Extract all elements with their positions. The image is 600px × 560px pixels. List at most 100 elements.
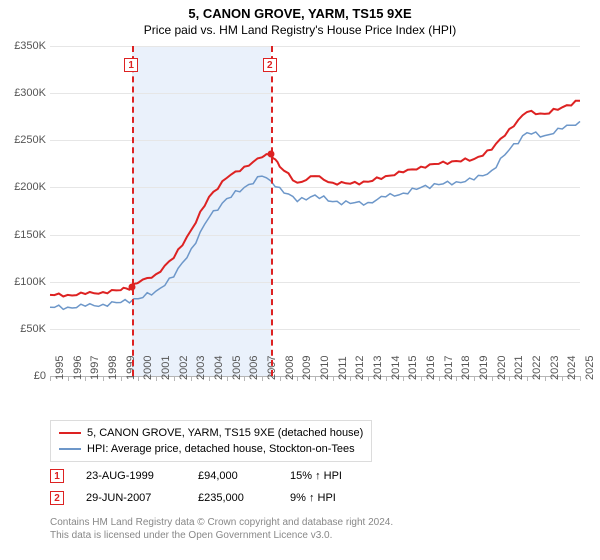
x-tick xyxy=(492,376,493,381)
x-axis-label: 1997 xyxy=(89,356,101,380)
x-tick xyxy=(439,376,440,381)
x-axis-label: 1995 xyxy=(54,356,66,380)
y-axis-label: £150K xyxy=(14,229,46,241)
x-tick xyxy=(545,376,546,381)
x-tick xyxy=(280,376,281,381)
series-line-hpi xyxy=(50,121,580,309)
x-tick xyxy=(368,376,369,381)
x-tick xyxy=(227,376,228,381)
x-axis-label: 2011 xyxy=(337,356,349,380)
x-tick xyxy=(456,376,457,381)
annotation-table: 1 23-AUG-1999 £94,000 15% ↑ HPI 2 29-JUN… xyxy=(50,465,342,509)
x-tick xyxy=(156,376,157,381)
x-axis-label: 2019 xyxy=(478,356,490,380)
x-tick xyxy=(527,376,528,381)
event-marker-flag: 1 xyxy=(124,58,138,72)
x-axis-label: 1996 xyxy=(72,356,84,380)
annotation-row: 1 23-AUG-1999 £94,000 15% ↑ HPI xyxy=(50,465,342,487)
x-axis-label: 2021 xyxy=(513,356,525,380)
x-tick xyxy=(509,376,510,381)
x-axis-label: 2017 xyxy=(443,356,455,380)
x-tick xyxy=(562,376,563,381)
legend-swatch xyxy=(59,432,81,434)
x-tick xyxy=(138,376,139,381)
legend-label: 5, CANON GROVE, YARM, TS15 9XE (detached… xyxy=(87,427,363,439)
credits: Contains HM Land Registry data © Crown c… xyxy=(50,516,393,542)
event-marker-flag: 2 xyxy=(263,58,277,72)
x-axis-label: 2022 xyxy=(531,356,543,380)
series-line-price_paid xyxy=(50,101,580,297)
x-tick xyxy=(315,376,316,381)
x-axis-label: 2015 xyxy=(407,356,419,380)
event-marker-dot xyxy=(129,284,136,291)
x-axis-label: 2009 xyxy=(301,356,313,380)
legend-item: HPI: Average price, detached house, Stoc… xyxy=(59,441,363,457)
annotation-delta: 15% ↑ HPI xyxy=(290,470,342,482)
x-axis-label: 2020 xyxy=(496,356,508,380)
x-axis-label: 2001 xyxy=(160,356,172,380)
x-axis-label: 2006 xyxy=(248,356,260,380)
annotation-marker-icon: 1 xyxy=(50,469,64,483)
legend-item: 5, CANON GROVE, YARM, TS15 9XE (detached… xyxy=(59,425,363,441)
x-axis-label: 2024 xyxy=(566,356,578,380)
x-tick xyxy=(421,376,422,381)
x-tick xyxy=(580,376,581,381)
x-axis-label: 2010 xyxy=(319,356,331,380)
annotation-marker-icon: 2 xyxy=(50,491,64,505)
x-axis-label: 2005 xyxy=(231,356,243,380)
x-axis-label: 2013 xyxy=(372,356,384,380)
x-axis-label: 2008 xyxy=(284,356,296,380)
y-axis-label: £250K xyxy=(14,134,46,146)
x-tick xyxy=(121,376,122,381)
y-axis-label: £50K xyxy=(20,323,46,335)
x-tick xyxy=(297,376,298,381)
x-tick xyxy=(262,376,263,381)
x-tick xyxy=(209,376,210,381)
x-axis-label: 2012 xyxy=(354,356,366,380)
annotation-row: 2 29-JUN-2007 £235,000 9% ↑ HPI xyxy=(50,487,342,509)
x-axis-label: 2018 xyxy=(460,356,472,380)
x-axis-label: 2004 xyxy=(213,356,225,380)
x-tick xyxy=(350,376,351,381)
y-axis-label: £100K xyxy=(14,276,46,288)
x-tick xyxy=(474,376,475,381)
x-tick xyxy=(85,376,86,381)
x-axis-label: 1999 xyxy=(125,356,137,380)
y-axis-label: £0 xyxy=(34,370,46,382)
y-axis-label: £200K xyxy=(14,181,46,193)
y-axis-label: £350K xyxy=(14,40,46,52)
annotation-delta: 9% ↑ HPI xyxy=(290,492,336,504)
x-axis-label: 2023 xyxy=(549,356,561,380)
legend-label: HPI: Average price, detached house, Stoc… xyxy=(87,443,355,455)
x-tick xyxy=(174,376,175,381)
chart-plot-area: £0£50K£100K£150K£200K£250K£300K£350K1995… xyxy=(50,46,580,376)
marker-plot-line xyxy=(132,46,134,376)
x-tick xyxy=(191,376,192,381)
chart-svg xyxy=(50,46,580,376)
x-tick xyxy=(68,376,69,381)
x-axis-label: 2025 xyxy=(584,356,596,380)
x-axis-label: 2016 xyxy=(425,356,437,380)
x-tick xyxy=(403,376,404,381)
chart-container: 5, CANON GROVE, YARM, TS15 9XE Price pai… xyxy=(0,0,600,560)
chart-title: 5, CANON GROVE, YARM, TS15 9XE xyxy=(0,6,600,21)
annotation-price: £94,000 xyxy=(198,470,268,482)
title-block: 5, CANON GROVE, YARM, TS15 9XE Price pai… xyxy=(0,0,600,37)
legend-swatch xyxy=(59,448,81,450)
annotation-price: £235,000 xyxy=(198,492,268,504)
y-axis-label: £300K xyxy=(14,87,46,99)
x-tick xyxy=(103,376,104,381)
x-axis-label: 2014 xyxy=(390,356,402,380)
x-axis-label: 2002 xyxy=(178,356,190,380)
annotation-date: 23-AUG-1999 xyxy=(86,470,176,482)
x-tick xyxy=(333,376,334,381)
x-tick xyxy=(50,376,51,381)
credits-line: This data is licensed under the Open Gov… xyxy=(50,529,393,542)
x-tick xyxy=(386,376,387,381)
annotation-date: 29-JUN-2007 xyxy=(86,492,176,504)
legend: 5, CANON GROVE, YARM, TS15 9XE (detached… xyxy=(50,420,372,462)
event-marker-dot xyxy=(267,151,274,158)
chart-subtitle: Price paid vs. HM Land Registry's House … xyxy=(0,23,600,37)
x-axis-label: 2000 xyxy=(142,356,154,380)
x-axis-label: 1998 xyxy=(107,356,119,380)
